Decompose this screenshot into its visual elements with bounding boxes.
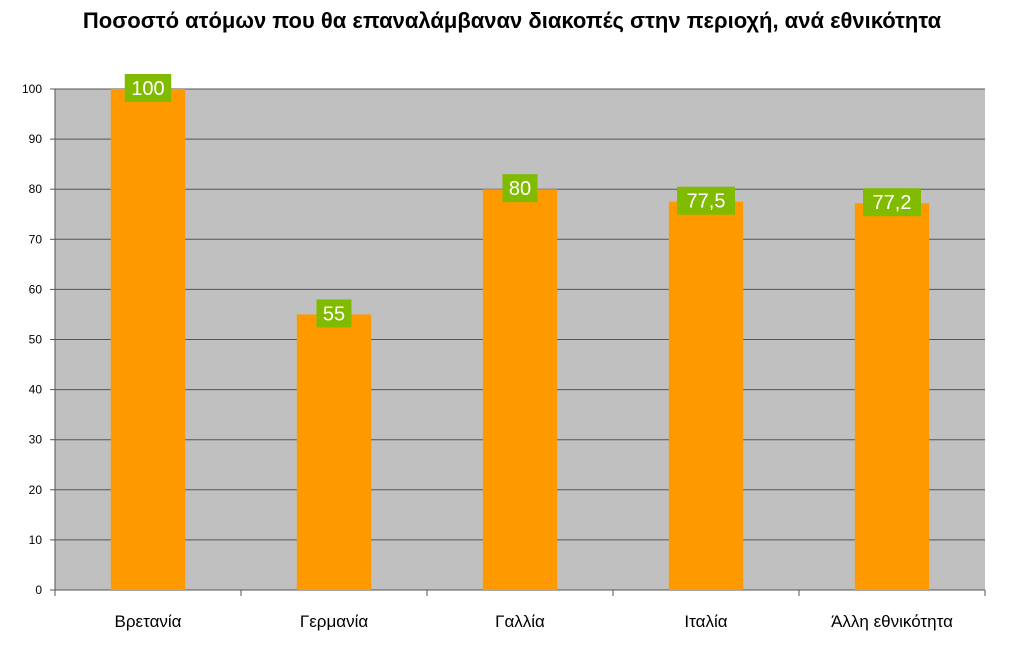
x-category-label: Ιταλία — [684, 612, 727, 631]
y-tick-label: 50 — [29, 333, 43, 347]
data-label-box — [316, 299, 352, 328]
y-tick-label: 60 — [29, 282, 43, 296]
bar — [482, 189, 558, 590]
x-category-label: Βρετανία — [115, 612, 182, 631]
x-category-label: Γαλλία — [495, 612, 545, 631]
y-tick-label: 20 — [29, 483, 43, 497]
y-tick-label: 70 — [29, 232, 43, 246]
axes: 0 10 20 30 40 50 60 70 80 90 100 Βρετανία Γερμανία Γα… — [22, 82, 986, 631]
data-label: 55 — [323, 303, 345, 325]
x-category-label: Γερμανία — [300, 612, 369, 631]
bars — [110, 89, 930, 590]
y-tick-label: 90 — [29, 132, 43, 146]
y-tick-label: 10 — [29, 533, 43, 547]
data-label: 100 — [131, 78, 164, 100]
data-labels: 100 55 80 77,5 77,2 — [124, 74, 921, 328]
y-tick-label: 80 — [29, 182, 43, 196]
data-label-box — [677, 186, 735, 215]
chart-title: Ποσοστό ατόμων που θα επαναλάμβαναν διακ… — [82, 8, 942, 33]
bar — [854, 203, 930, 590]
y-tick-label: 30 — [29, 433, 43, 447]
y-tick-label: 40 — [29, 383, 43, 397]
data-label-box — [124, 74, 172, 102]
data-label: 77,2 — [873, 192, 912, 214]
x-category-label: Άλλη εθνικότητα — [831, 612, 953, 631]
y-tick-label: 0 — [35, 583, 42, 597]
data-label: 80 — [509, 178, 531, 200]
bar — [296, 314, 372, 590]
y-tick-label: 100 — [22, 82, 42, 96]
data-label: 77,5 — [687, 191, 726, 213]
data-label-box — [863, 188, 921, 217]
bar — [668, 201, 744, 590]
data-label-box — [502, 174, 538, 203]
bar — [110, 89, 186, 590]
